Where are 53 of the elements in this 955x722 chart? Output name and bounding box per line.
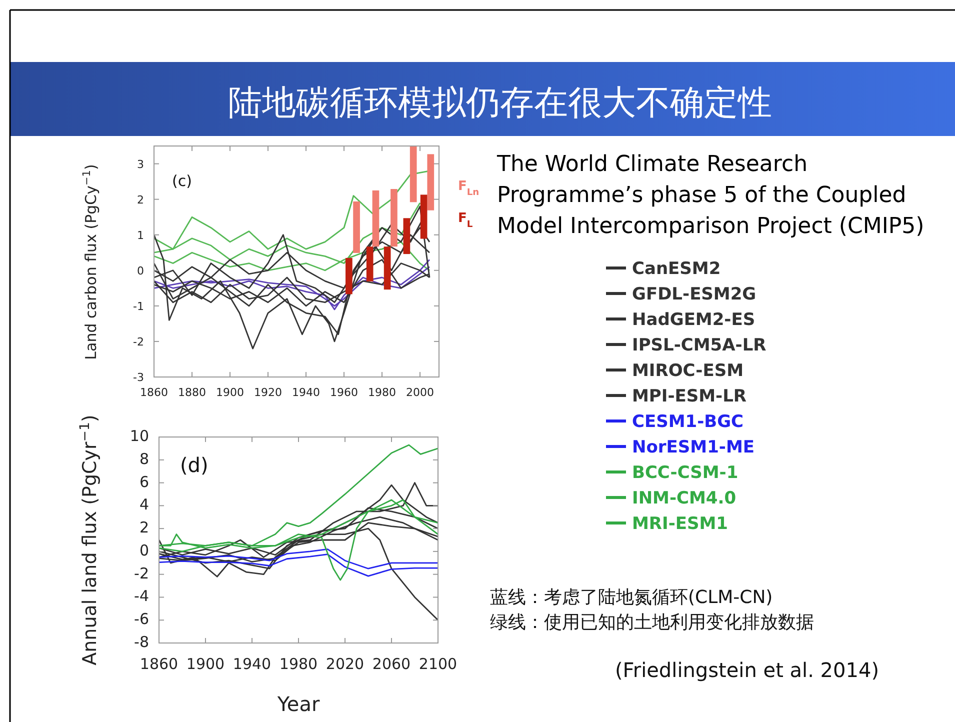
text: 蓝线：考虑了陆地氮循环(CLM-CN) (490, 587, 773, 608)
x-tick-label: 1860 (140, 386, 168, 399)
x-tick-label: 1920 (254, 386, 282, 399)
x-axis-title: Year (276, 692, 320, 716)
text: 陆地碳循环模拟仍存在很大不确定性 (228, 83, 772, 123)
x-tick-label: 1940 (292, 386, 320, 399)
text: 绿线：使用已知的土地利用变化排放数据 (490, 612, 814, 633)
x-tick-label: 1900 (216, 386, 244, 399)
x-tick-label: 2100 (418, 655, 458, 673)
y-tick-label: -2 (134, 564, 149, 582)
legend-label: MRI-ESM1 (632, 514, 728, 534)
x-tick-label: 2000 (406, 386, 434, 399)
x-tick-label: 1960 (330, 386, 358, 399)
y-tick-label: -1 (133, 300, 144, 313)
legend-label: BCC-CSM-1 (632, 463, 738, 483)
y-tick-label: -4 (134, 587, 149, 606)
y-tick-label: 6 (139, 472, 149, 491)
x-tick-label: 1880 (178, 386, 206, 399)
y-tick-label: 8 (139, 450, 149, 468)
x-tick-label: 1980 (279, 655, 318, 673)
y-tick-label: 0 (139, 541, 149, 560)
legend-label: MPI-ESM-LR (632, 386, 747, 406)
legend-label: MIROC-ESM (632, 361, 744, 381)
text: (Friedlingstein et al. 2014) (615, 658, 880, 682)
legend-label: IPSL-CM5A-LR (632, 336, 766, 356)
legend-label: HadGEM2-ES (632, 310, 756, 330)
annotation: (d) (180, 453, 208, 477)
y-tick-label: -6 (134, 610, 149, 628)
y-tick-label: 2 (139, 518, 149, 537)
y-tick-label: -3 (133, 371, 144, 384)
y-tick-label: 2 (137, 193, 144, 206)
y-tick-label: 0 (137, 264, 144, 278)
y-tick-label: -2 (133, 335, 144, 348)
x-tick-label: 1900 (186, 655, 225, 673)
x-tick-label: 2020 (326, 655, 364, 673)
x-tick-label: 1940 (232, 655, 272, 673)
y-tick-label: 1 (137, 228, 144, 242)
y-tick-label: 3 (137, 158, 144, 171)
y-tick-label: 4 (139, 496, 149, 514)
legend-label: GFDL-ESM2G (632, 284, 756, 304)
x-tick-label: 2060 (372, 655, 411, 673)
legend-label: CESM1-BGC (632, 412, 744, 432)
series-label: F$_{Ln}$ (458, 179, 480, 198)
legend-label: NorESM1-ME (632, 438, 754, 458)
legend-label: INM-CM4.0 (632, 488, 736, 508)
x-tick-label: 1980 (368, 386, 396, 399)
text: F$_{L}$ (458, 211, 473, 230)
text: The World Climate Research Programme’s phase 5 of the Coupled Model Intercomparison Project (CMIP5) (496, 152, 924, 239)
x-tick-label: 1860 (140, 655, 178, 673)
y-tick-label: -8 (134, 633, 149, 651)
annotation: (c) (172, 172, 192, 190)
legend-label: CanESM2 (632, 259, 721, 279)
y-tick-label: 10 (130, 427, 149, 445)
